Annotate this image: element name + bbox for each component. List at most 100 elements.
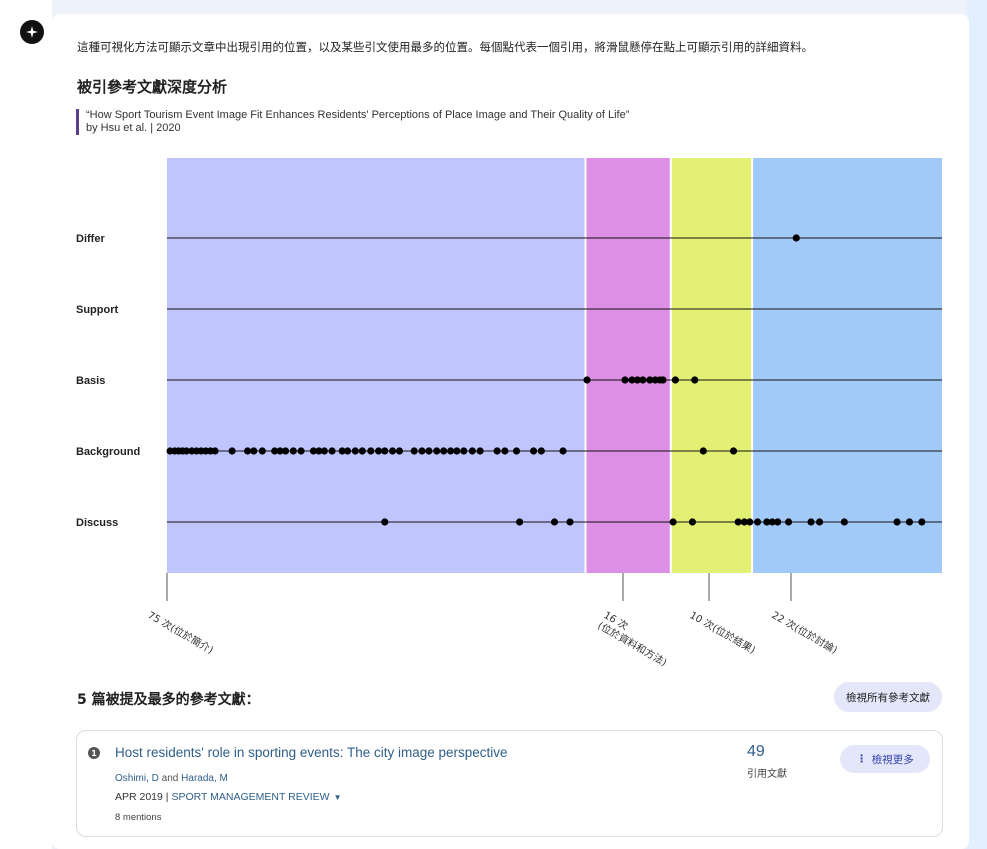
citation-point[interactable] bbox=[537, 447, 545, 455]
reference-authors: Oshimi, D and Harada, M bbox=[115, 773, 228, 784]
citation-point[interactable] bbox=[559, 447, 567, 455]
reference-title-link[interactable]: Host residents' role in sporting events:… bbox=[115, 745, 508, 760]
citation-point[interactable] bbox=[320, 447, 328, 455]
citation-point[interactable] bbox=[501, 447, 509, 455]
citation-point[interactable] bbox=[784, 518, 793, 526]
citation-point[interactable] bbox=[550, 518, 559, 526]
citation-point[interactable] bbox=[447, 447, 455, 455]
chart-svg: Differ Support Basis Background Discuss 75 次(… bbox=[76, 158, 942, 669]
citation-position-chart: Differ Support Basis Background Discuss 75 次(… bbox=[52, 156, 969, 671]
citation-point[interactable] bbox=[476, 447, 484, 455]
row-label: Background bbox=[76, 446, 140, 458]
section-label-line: (位於資料和方法) bbox=[596, 619, 670, 669]
view-more-button[interactable]: ⋮ 檢視更多 bbox=[840, 745, 930, 773]
citation-point[interactable] bbox=[343, 447, 352, 455]
citation-point[interactable] bbox=[807, 518, 815, 526]
citation-point[interactable] bbox=[425, 447, 433, 455]
citation-point[interactable] bbox=[328, 447, 336, 455]
citation-point[interactable] bbox=[281, 447, 290, 455]
right-panel-edge bbox=[967, 0, 987, 849]
citation-point[interactable] bbox=[433, 447, 441, 455]
citation-point[interactable] bbox=[753, 518, 762, 526]
citation-point[interactable] bbox=[763, 518, 771, 526]
citation-point[interactable] bbox=[815, 518, 824, 526]
citation-point[interactable] bbox=[453, 447, 461, 455]
citation-point[interactable] bbox=[367, 447, 375, 455]
citation-point[interactable] bbox=[691, 376, 699, 384]
citation-point[interactable] bbox=[688, 518, 697, 526]
section-label: 75 次(位於簡介) bbox=[146, 608, 216, 656]
citation-point[interactable] bbox=[309, 447, 318, 455]
citation-point[interactable] bbox=[276, 447, 284, 455]
citation-point[interactable] bbox=[699, 447, 707, 455]
citation-point[interactable] bbox=[460, 447, 468, 455]
sparkle-icon[interactable] bbox=[20, 20, 44, 44]
paper-byline: by Hsu et al. | 2020 bbox=[86, 122, 181, 134]
section-label-line: 10 次(位於結果) bbox=[688, 608, 758, 656]
section-band bbox=[167, 158, 586, 573]
citation-point[interactable] bbox=[583, 376, 591, 384]
citation-point[interactable] bbox=[381, 518, 389, 526]
section-band bbox=[670, 158, 753, 573]
citation-point[interactable] bbox=[734, 518, 742, 526]
caret-down-icon[interactable]: ▼ bbox=[333, 793, 342, 802]
citation-analysis-card: 這種可視化方法可顯示文章中出現引用的位置，以及某些引文使用最多的位置。每個點代表… bbox=[52, 14, 969, 849]
citation-point[interactable] bbox=[566, 518, 574, 526]
citation-point[interactable] bbox=[918, 518, 926, 526]
citation-point[interactable] bbox=[338, 447, 346, 455]
citation-point[interactable] bbox=[646, 376, 654, 384]
citation-point[interactable] bbox=[621, 376, 629, 384]
citation-point[interactable] bbox=[182, 447, 190, 455]
section-label-line: 75 次(位於簡介) bbox=[146, 608, 216, 656]
citation-point[interactable] bbox=[669, 518, 677, 526]
reference-publication: APR 2019 | SPORT MANAGEMENT REVIEW ▼ bbox=[115, 791, 341, 803]
citation-point[interactable] bbox=[468, 447, 476, 455]
citation-point[interactable] bbox=[244, 447, 252, 455]
citation-point[interactable] bbox=[659, 376, 667, 384]
citation-point[interactable] bbox=[358, 447, 366, 455]
reference-mentions: 8 mentions bbox=[115, 812, 162, 823]
citation-point[interactable] bbox=[440, 447, 448, 455]
citation-point[interactable] bbox=[639, 376, 647, 384]
journal-link[interactable]: SPORT MANAGEMENT REVIEW bbox=[171, 791, 330, 803]
citation-point[interactable] bbox=[746, 518, 754, 526]
citation-point[interactable] bbox=[315, 447, 323, 455]
citation-point[interactable] bbox=[840, 518, 848, 526]
citation-point[interactable] bbox=[729, 447, 738, 455]
citation-count: 49 bbox=[747, 743, 765, 760]
publication-date: APR 2019 | bbox=[115, 791, 172, 803]
view-all-references-button[interactable]: 檢視所有參考文獻 bbox=[834, 682, 942, 712]
citation-point[interactable] bbox=[633, 376, 642, 384]
citation-point[interactable] bbox=[258, 447, 266, 455]
citation-point[interactable] bbox=[271, 447, 279, 455]
author-link[interactable]: Oshimi, D bbox=[115, 773, 159, 784]
author-link[interactable]: Harada, M bbox=[181, 773, 228, 784]
citation-point[interactable] bbox=[289, 447, 297, 455]
citation-point[interactable] bbox=[628, 376, 636, 384]
citation-point[interactable] bbox=[228, 447, 236, 455]
citation-point[interactable] bbox=[893, 518, 901, 526]
citation-point[interactable] bbox=[516, 518, 524, 526]
citation-point[interactable] bbox=[905, 518, 914, 526]
citation-point[interactable] bbox=[381, 447, 389, 455]
citation-point[interactable] bbox=[297, 447, 305, 455]
citation-point[interactable] bbox=[792, 234, 800, 242]
citation-point[interactable] bbox=[351, 447, 359, 455]
citation-point[interactable] bbox=[512, 447, 521, 455]
citation-point[interactable] bbox=[418, 447, 426, 455]
citation-point[interactable] bbox=[493, 447, 501, 455]
reference-card: 1 Host residents' role in sporting event… bbox=[76, 730, 943, 837]
citation-point[interactable] bbox=[768, 518, 776, 526]
citation-point[interactable] bbox=[395, 447, 404, 455]
citation-point[interactable] bbox=[671, 376, 680, 384]
paper-title: “How Sport Tourism Event Image Fit Enhan… bbox=[86, 109, 630, 121]
citation-point[interactable] bbox=[740, 518, 748, 526]
citation-point[interactable] bbox=[410, 447, 418, 455]
citation-point[interactable] bbox=[211, 447, 219, 455]
citation-point[interactable] bbox=[774, 518, 782, 526]
citation-point[interactable] bbox=[529, 447, 538, 455]
citation-point[interactable] bbox=[388, 447, 397, 455]
citation-point[interactable] bbox=[250, 447, 258, 455]
row-label: Support bbox=[76, 304, 118, 316]
citation-point[interactable] bbox=[374, 447, 383, 455]
